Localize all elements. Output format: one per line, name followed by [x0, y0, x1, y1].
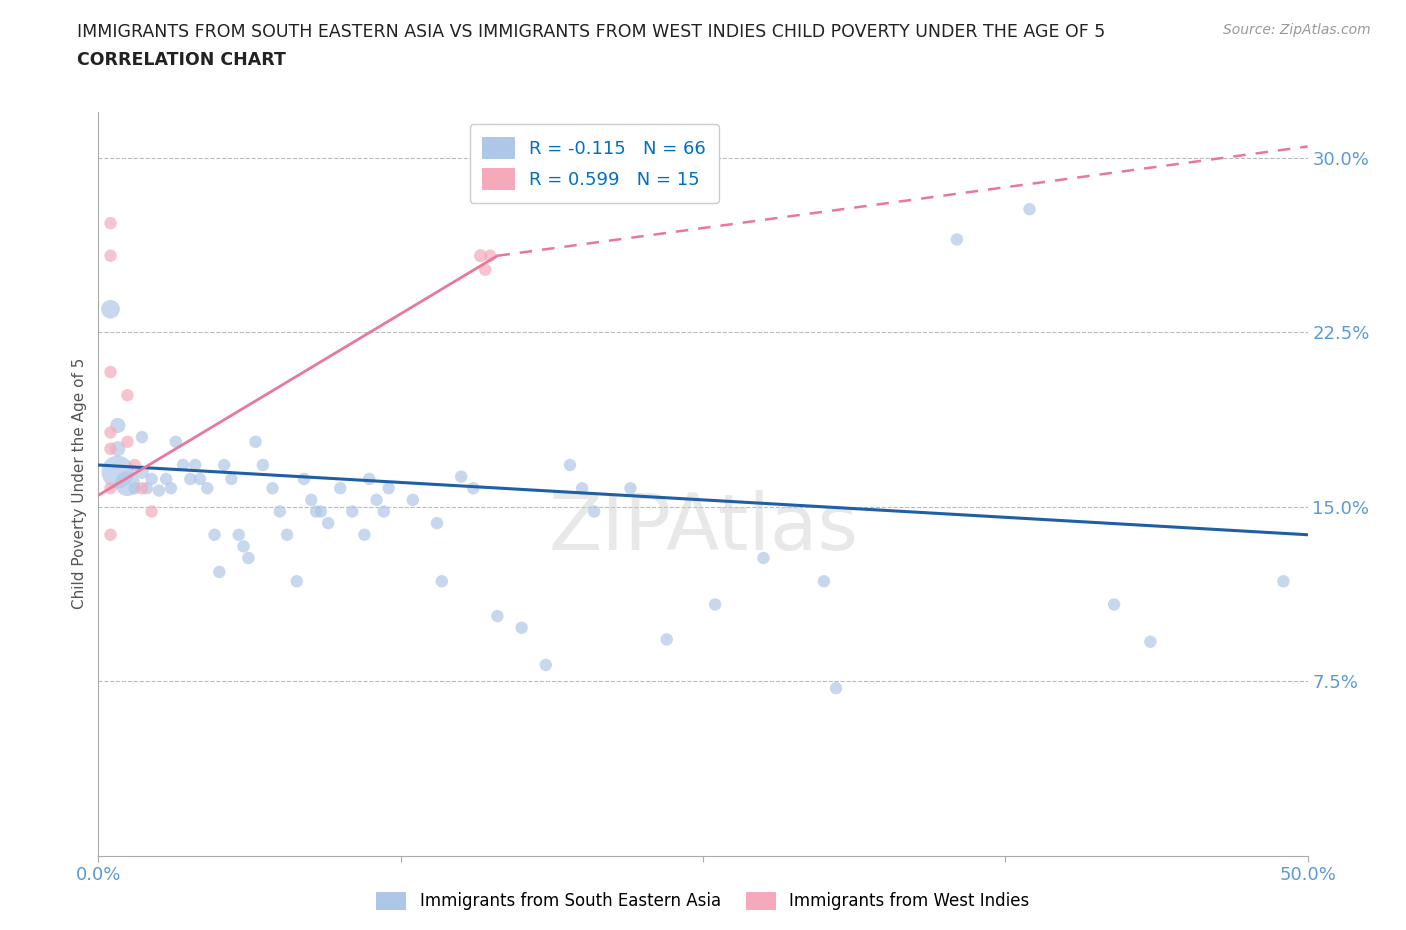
- Point: [655, 632, 678, 647]
- Point: [292, 472, 315, 486]
- Text: ZIPAtlas: ZIPAtlas: [548, 490, 858, 566]
- Point: [160, 481, 183, 496]
- Point: [479, 248, 502, 263]
- Point: [117, 476, 139, 491]
- Point: [377, 481, 399, 496]
- Point: [946, 232, 969, 247]
- Point: [813, 574, 835, 589]
- Point: [1102, 597, 1125, 612]
- Point: [100, 425, 122, 440]
- Point: [155, 472, 177, 486]
- Text: IMMIGRANTS FROM SOUTH EASTERN ASIA VS IMMIGRANTS FROM WEST INDIES CHILD POVERTY : IMMIGRANTS FROM SOUTH EASTERN ASIA VS IM…: [77, 23, 1105, 41]
- Point: [148, 484, 170, 498]
- Point: [470, 248, 492, 263]
- Point: [373, 504, 395, 519]
- Point: [100, 527, 122, 542]
- Point: [558, 458, 581, 472]
- Point: [100, 481, 122, 496]
- Point: [107, 465, 129, 480]
- Point: [285, 574, 308, 589]
- Point: [131, 465, 153, 480]
- Point: [124, 481, 146, 496]
- Point: [252, 458, 274, 472]
- Point: [583, 504, 606, 519]
- Point: [366, 493, 388, 508]
- Point: [486, 609, 509, 624]
- Point: [1018, 202, 1040, 217]
- Point: [100, 301, 122, 316]
- Point: [100, 365, 122, 379]
- Point: [107, 442, 129, 457]
- Y-axis label: Child Poverty Under the Age of 5: Child Poverty Under the Age of 5: [72, 358, 87, 609]
- Point: [245, 434, 267, 449]
- Point: [188, 472, 211, 486]
- Point: [228, 527, 250, 542]
- Point: [430, 574, 453, 589]
- Point: [232, 539, 254, 554]
- Point: [1272, 574, 1295, 589]
- Point: [117, 388, 139, 403]
- Point: [262, 481, 284, 496]
- Point: [534, 658, 557, 672]
- Point: [402, 493, 425, 508]
- Point: [204, 527, 226, 542]
- Point: [100, 216, 122, 231]
- Point: [329, 481, 352, 496]
- Point: [619, 481, 641, 496]
- Point: [141, 472, 163, 486]
- Point: [342, 504, 364, 519]
- Point: [184, 458, 207, 472]
- Text: CORRELATION CHART: CORRELATION CHART: [77, 51, 287, 69]
- Point: [269, 504, 291, 519]
- Point: [825, 681, 848, 696]
- Point: [353, 527, 375, 542]
- Point: [299, 493, 322, 508]
- Text: Source: ZipAtlas.com: Source: ZipAtlas.com: [1223, 23, 1371, 37]
- Point: [179, 472, 201, 486]
- Point: [426, 516, 449, 531]
- Point: [238, 551, 260, 565]
- Point: [107, 418, 129, 433]
- Point: [208, 565, 231, 579]
- Point: [316, 516, 339, 531]
- Point: [305, 504, 328, 519]
- Legend: Immigrants from South Eastern Asia, Immigrants from West Indies: Immigrants from South Eastern Asia, Immi…: [370, 885, 1036, 917]
- Point: [571, 481, 593, 496]
- Point: [1139, 634, 1161, 649]
- Point: [276, 527, 298, 542]
- Point: [450, 469, 472, 484]
- Point: [359, 472, 381, 486]
- Point: [510, 620, 533, 635]
- Point: [752, 551, 775, 565]
- Point: [221, 472, 243, 486]
- Point: [463, 481, 485, 496]
- Point: [474, 262, 496, 277]
- Point: [131, 481, 153, 496]
- Point: [131, 430, 153, 445]
- Point: [100, 442, 122, 457]
- Point: [212, 458, 235, 472]
- Point: [141, 504, 163, 519]
- Point: [124, 458, 146, 472]
- Point: [195, 481, 218, 496]
- Point: [100, 248, 122, 263]
- Point: [117, 434, 139, 449]
- Point: [135, 481, 157, 496]
- Point: [172, 458, 194, 472]
- Point: [704, 597, 727, 612]
- Point: [165, 434, 187, 449]
- Point: [309, 504, 332, 519]
- Legend: R = -0.115   N = 66, R = 0.599   N = 15: R = -0.115 N = 66, R = 0.599 N = 15: [470, 125, 718, 203]
